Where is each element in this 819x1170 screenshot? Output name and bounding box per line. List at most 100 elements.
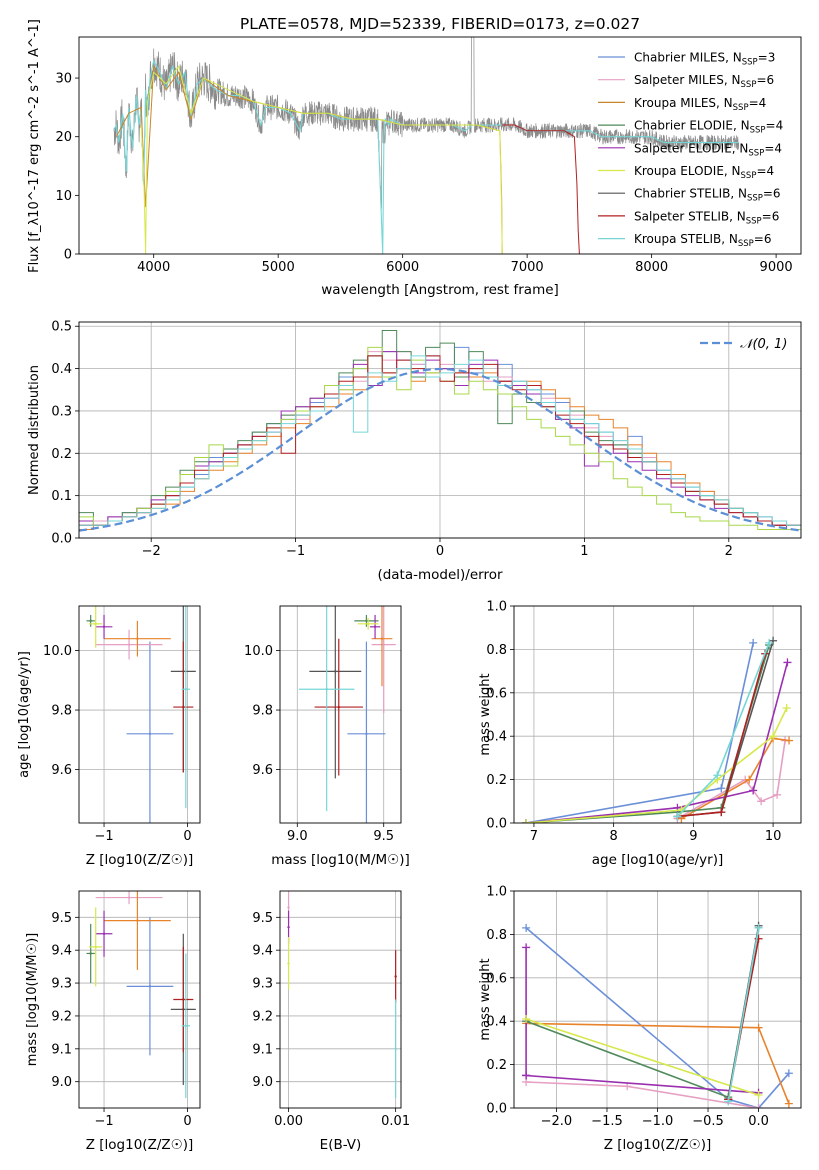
y-tick-label: 0 (64, 248, 72, 263)
plus-marker (724, 1097, 733, 1106)
plus-marker (522, 1071, 531, 1080)
age_vs_Z-points (86, 606, 196, 823)
x-tick-label: −1 (94, 1114, 113, 1129)
age_vs_mass-xlabel: mass [log10(M/M☉)] (271, 852, 410, 868)
x-tick-label: 10 (765, 829, 782, 844)
legend-entry: Salpeter ELODIE, NSSP=4 (634, 141, 782, 158)
data-point (365, 732, 368, 736)
massweight_vs_age-xlabel: age [log10(age/yr)] (592, 852, 724, 868)
normal-curve (79, 367, 801, 532)
data-point (127, 896, 131, 899)
spectrum-xlabel: wavelength [Angstrom, rest frame] (321, 282, 559, 298)
plus-marker (782, 703, 791, 712)
mass_vs_ebv-frame (279, 890, 402, 1109)
massweight_vs_Z-series (522, 921, 793, 1108)
mass_vs_Z-ylabel: mass [log10(M/M☉)] (25, 933, 40, 1066)
legend-entry: Kroupa MILES, NSSP=4 (634, 96, 766, 113)
x-tick-label: 0.00 (274, 1114, 303, 1129)
plus-marker (784, 1099, 793, 1108)
residual-frame (78, 321, 802, 539)
x-tick-label: −1.5 (591, 1114, 623, 1129)
legend-entry: Kroupa ELODIE, NSSP=4 (634, 164, 774, 181)
x-tick-label: 6000 (386, 260, 419, 275)
y-tick-label: 10 (55, 189, 72, 204)
x-tick-label: 1 (580, 544, 588, 559)
plus-marker (522, 923, 531, 932)
y-tick-label: 0.6 (486, 686, 507, 701)
x-tick-label: 0.01 (381, 1114, 410, 1129)
x-tick-label: 7 (530, 829, 538, 844)
x-tick-label: 8 (610, 829, 618, 844)
massweight_vs_age-ylabel: mass weight (478, 673, 493, 755)
x-tick-label: 9 (689, 829, 697, 844)
plus-marker (713, 771, 722, 780)
data-point (102, 625, 106, 629)
massweight_vs_age-axes: 7 8 9 10 0.0 0.2 0.4 0.6 0.8 1.0 (486, 600, 801, 844)
data-point (148, 732, 152, 736)
plus-marker (754, 1090, 763, 1099)
x-tick-label: 5000 (262, 260, 295, 275)
age_vs_mass-frame (279, 605, 402, 824)
legend-entry: 𝒩(0, 1) (740, 337, 787, 352)
y-tick-label: 9.8 (51, 704, 72, 719)
x-tick-label: 9000 (760, 260, 793, 275)
data-point (94, 945, 97, 949)
y-tick-label: 9.2 (252, 1009, 273, 1024)
x-tick-label: 4000 (137, 260, 170, 275)
y-tick-label: 0.3 (51, 404, 72, 419)
x-tick-label: −1.0 (642, 1114, 674, 1129)
y-tick-label: 0.4 (51, 362, 72, 377)
x-tick-label: 0 (183, 1114, 191, 1129)
y-tick-label: 10.0 (43, 644, 72, 659)
y-tick-label: 0.2 (51, 447, 72, 462)
plus-marker (521, 819, 530, 823)
data-point (365, 619, 368, 623)
y-tick-label: 0.2 (486, 773, 507, 788)
y-tick-label: 9.0 (252, 1075, 273, 1090)
y-tick-label: 9.1 (252, 1042, 273, 1057)
x-tick-label: 8000 (635, 260, 668, 275)
series-line (525, 642, 754, 823)
massweight_vs_age-frame (513, 605, 802, 824)
mass_vs_Z-points (86, 891, 196, 1099)
legend-entry: Kroupa STELIB, NSSP=6 (634, 232, 772, 249)
y-tick-label: 9.3 (51, 977, 72, 992)
data-point (102, 932, 106, 935)
histogram-step-line (79, 355, 801, 538)
mass_vs_Z-frame (78, 890, 201, 1109)
x-tick-label: 9.0 (287, 829, 308, 844)
y-tick-label: 0.5 (51, 320, 72, 335)
age_vs_Z-xlabel: Z [log10(Z/Z☉)] (86, 852, 194, 868)
y-tick-label: 0.2 (486, 1058, 507, 1073)
plus-marker (765, 638, 774, 647)
plus-marker (717, 784, 726, 793)
y-tick-label: 9.6 (51, 763, 72, 778)
y-tick-label: 20 (55, 130, 72, 145)
plus-marker (754, 1023, 763, 1032)
data-point (382, 643, 385, 646)
series-line (525, 927, 760, 1099)
legend-entry: Salpeter MILES, NSSP=6 (634, 73, 774, 90)
legend-entry: Chabrier MILES, NSSP=3 (634, 51, 775, 68)
data-point (148, 985, 152, 988)
spectrum-model-line (115, 64, 503, 254)
x-tick-label: 9.5 (373, 829, 394, 844)
data-point (94, 622, 97, 626)
series-line (727, 927, 760, 1102)
plus-marker (773, 790, 782, 799)
data-point (184, 1024, 188, 1028)
massweight_vs_Z-frame (513, 890, 802, 1109)
data-point (89, 619, 92, 623)
x-tick-label: −1 (286, 544, 305, 559)
y-tick-label: 0.4 (486, 1015, 507, 1030)
data-point (287, 962, 290, 965)
plus-marker (785, 736, 794, 745)
y-tick-label: 9.1 (51, 1042, 72, 1057)
y-tick-label: 9.3 (252, 977, 273, 992)
plus-marker (745, 775, 754, 784)
plus-marker (673, 812, 682, 821)
spectrum-frame (78, 36, 802, 255)
data-point (394, 1047, 397, 1051)
data-point (184, 688, 188, 691)
